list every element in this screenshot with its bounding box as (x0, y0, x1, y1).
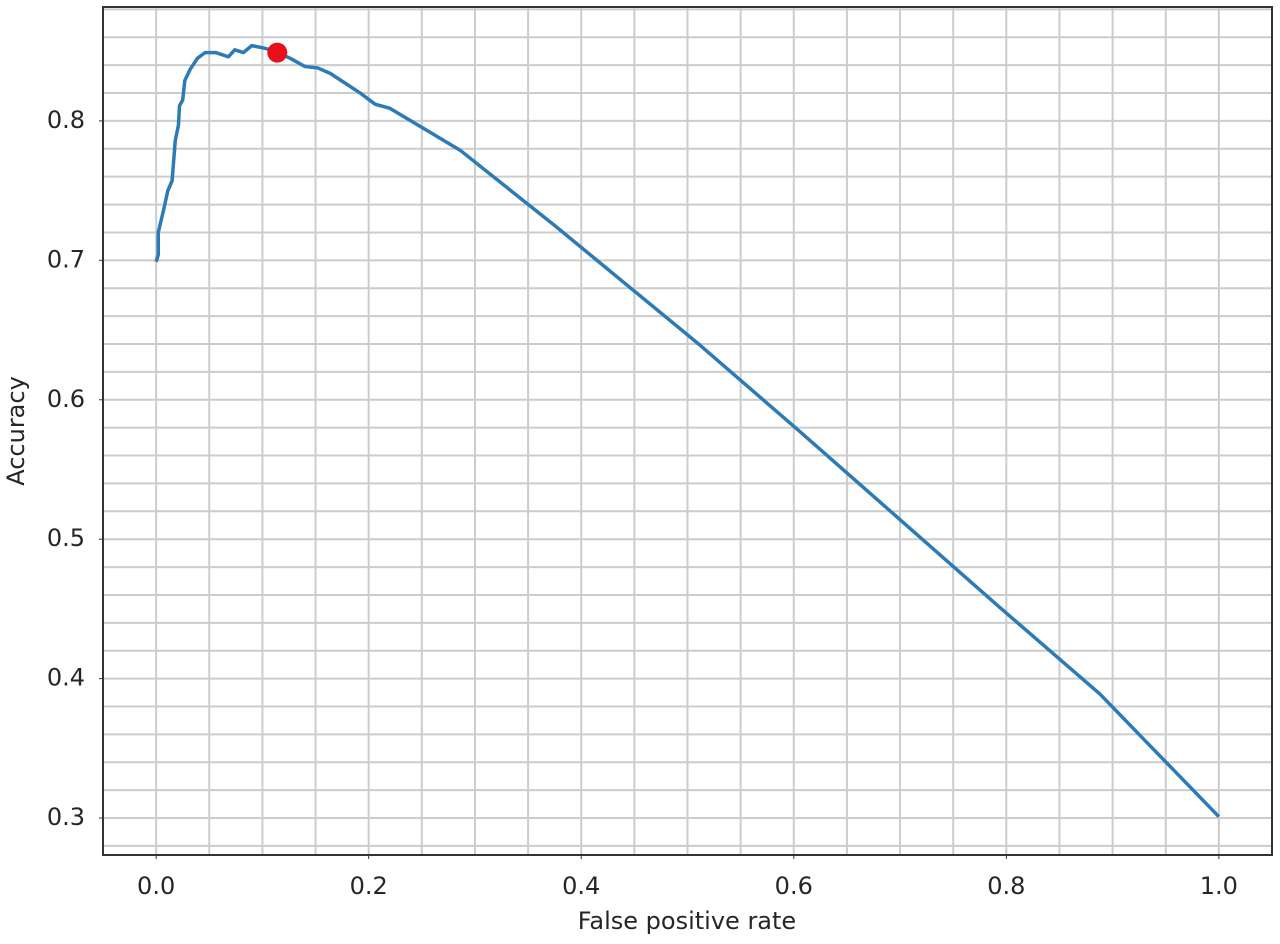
y-axis-label: Accuracy (2, 376, 30, 486)
y-tick-label: 0.7 (47, 245, 85, 273)
y-tick-label: 0.5 (47, 524, 85, 552)
y-tick-label: 0.8 (47, 106, 85, 134)
x-tick-label: 0.0 (137, 872, 175, 900)
x-tick-label: 1.0 (1200, 872, 1238, 900)
highlight-point (267, 42, 288, 63)
y-tick-label: 0.6 (47, 385, 85, 413)
x-tick-label: 0.4 (562, 872, 600, 900)
x-axis-label: False positive rate (578, 907, 796, 935)
y-tick-label: 0.4 (47, 664, 85, 692)
y-tick-label: 0.3 (47, 803, 85, 831)
x-tick-label: 0.2 (350, 872, 388, 900)
x-tick-label: 0.6 (775, 872, 813, 900)
plot-frame (102, 6, 1273, 856)
x-tick-label: 0.8 (987, 872, 1025, 900)
